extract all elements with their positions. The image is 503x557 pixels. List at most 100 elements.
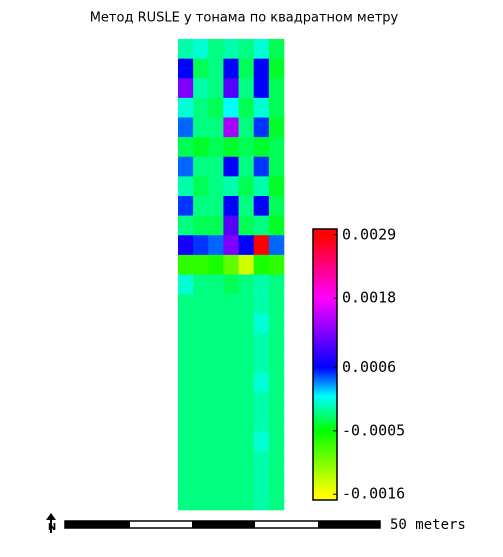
raster-cell	[178, 392, 194, 413]
raster-cell	[223, 235, 239, 256]
raster-cell	[193, 274, 209, 295]
raster-cell	[238, 235, 255, 256]
raster-cell	[208, 451, 224, 472]
north-arrow: N	[46, 513, 56, 533]
raster-cell	[178, 411, 194, 432]
raster-cell	[208, 39, 224, 59]
raster-cell	[193, 117, 209, 138]
raster-cell	[208, 333, 224, 354]
raster-cell	[178, 294, 194, 315]
raster-cell	[178, 97, 194, 118]
raster-cell	[223, 470, 239, 491]
raster-cell	[193, 58, 209, 79]
raster-cell	[238, 97, 255, 118]
raster-cell	[268, 215, 285, 236]
raster-cell	[253, 97, 270, 118]
raster-cell	[238, 333, 255, 354]
raster-cell	[223, 97, 239, 118]
raster-cell	[268, 137, 285, 158]
raster-cell	[238, 490, 255, 511]
raster-cell	[193, 372, 209, 393]
raster-cell	[268, 353, 285, 373]
raster-cell	[268, 411, 285, 432]
raster-cell	[238, 176, 255, 197]
raster-cell	[193, 78, 209, 99]
raster-cell	[223, 294, 239, 315]
raster-cell	[238, 78, 255, 99]
colorbar-fill	[312, 228, 338, 501]
raster-cell	[208, 176, 224, 197]
raster-cell	[178, 274, 194, 295]
raster-cell	[193, 156, 209, 177]
raster-cell	[178, 353, 194, 373]
raster-cell	[178, 215, 194, 236]
raster-cell	[253, 313, 270, 334]
raster-cell	[268, 333, 285, 354]
raster-cell	[253, 235, 270, 256]
raster-cell	[223, 254, 239, 275]
raster-cell	[193, 39, 209, 59]
scale-bar-segment	[65, 521, 130, 528]
colorbar-tick-label: 0.0006	[342, 358, 396, 376]
raster-cell	[208, 490, 224, 511]
raster-cell	[253, 353, 270, 373]
raster-cell	[208, 97, 224, 118]
raster-cell	[208, 431, 224, 452]
raster-cell	[178, 176, 194, 197]
raster-cell	[208, 215, 224, 236]
raster-cell	[253, 117, 270, 138]
raster-cell	[193, 215, 209, 236]
raster-cell	[193, 294, 209, 315]
raster-cell	[223, 313, 239, 334]
raster-cell	[223, 137, 239, 158]
raster-cell	[223, 353, 239, 373]
colorbar: -0.0016 -0.0005 0.0006 0.0018 0.0029	[312, 225, 405, 503]
raster	[178, 39, 285, 511]
raster-cell	[268, 117, 285, 138]
raster-cell	[223, 156, 239, 177]
raster-cell	[193, 431, 209, 452]
raster-cell	[208, 372, 224, 393]
raster-cell	[253, 470, 270, 491]
raster-cell	[208, 294, 224, 315]
raster-cell	[223, 78, 239, 99]
raster-cell	[178, 254, 194, 275]
raster-cell	[178, 451, 194, 472]
raster-cell	[253, 39, 270, 59]
raster-cell	[238, 353, 255, 373]
raster-cell	[268, 156, 285, 177]
raster-cell	[253, 372, 270, 393]
raster-cell	[208, 137, 224, 158]
raster-cell	[208, 274, 224, 295]
raster-cell	[253, 156, 270, 177]
raster-cell	[208, 313, 224, 334]
raster-cell	[208, 353, 224, 373]
raster-cell	[268, 392, 285, 413]
raster-cell	[238, 470, 255, 491]
raster-cell	[268, 470, 285, 491]
raster-cell	[238, 58, 255, 79]
raster-cell	[268, 274, 285, 295]
colorbar-tick-label: 0.0018	[342, 289, 396, 307]
raster-cell	[193, 196, 209, 216]
raster-cell	[238, 196, 255, 216]
raster-cell	[238, 392, 255, 413]
raster-cell	[238, 156, 255, 177]
raster-cell	[238, 137, 255, 158]
raster-cell	[178, 137, 194, 158]
raster-cell	[178, 78, 194, 99]
raster-cell	[223, 372, 239, 393]
raster-cell	[223, 333, 239, 354]
raster-cell	[208, 58, 224, 79]
raster-cell	[223, 490, 239, 511]
raster-cell	[223, 39, 239, 59]
raster-cell	[223, 392, 239, 413]
raster-cell	[178, 333, 194, 354]
raster-cell	[238, 372, 255, 393]
raster-cell	[238, 294, 255, 315]
raster-cell	[208, 196, 224, 216]
raster-cell	[193, 411, 209, 432]
raster-cell	[208, 78, 224, 99]
raster-cell	[253, 294, 270, 315]
raster-cell	[238, 254, 255, 275]
